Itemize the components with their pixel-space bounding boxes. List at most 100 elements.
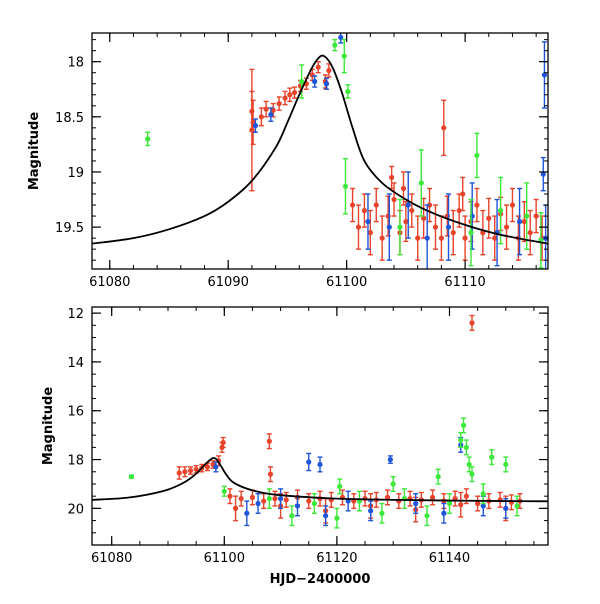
data-point: [355, 224, 362, 230]
data-point: [469, 471, 475, 477]
x-tick-label: 61140: [429, 551, 470, 566]
data-point: [276, 100, 282, 107]
data-point: [204, 464, 211, 470]
data-point: [424, 235, 430, 241]
data-point: [429, 494, 436, 500]
data-point: [466, 461, 472, 468]
data-point: [294, 503, 301, 509]
data-point: [527, 230, 533, 236]
data-point: [337, 483, 343, 490]
data-point: [289, 513, 295, 519]
x-tick-label: 61090: [208, 275, 249, 290]
data-point: [516, 218, 523, 225]
data-point: [474, 202, 480, 208]
x-tick-label: 61080: [89, 275, 130, 290]
data-point: [311, 500, 317, 507]
data-point: [441, 510, 447, 516]
plot-area: [92, 33, 548, 269]
model-curve: [92, 54, 548, 245]
x-tick-label: 61100: [326, 275, 367, 290]
data-point: [432, 224, 439, 230]
data-point: [306, 459, 312, 465]
data-point: [456, 207, 462, 214]
data-point: [435, 474, 441, 480]
data-point: [489, 454, 495, 460]
data-point: [266, 438, 272, 444]
data-point: [438, 235, 445, 241]
data-point: [345, 88, 351, 95]
data-point: [255, 500, 261, 507]
data-point: [379, 235, 385, 241]
data-point: [287, 92, 293, 98]
y-tick-label: 19: [67, 166, 84, 181]
data-point: [306, 498, 312, 504]
data-point: [349, 202, 356, 208]
series-green: [145, 38, 544, 269]
data-point: [521, 218, 527, 225]
data-point: [373, 202, 379, 208]
data-point: [213, 464, 219, 470]
data-point: [421, 215, 427, 221]
data-point: [326, 67, 332, 74]
data-point: [492, 235, 498, 241]
data-point: [367, 230, 373, 236]
data-point: [317, 461, 323, 468]
x-tick-label: 61080: [91, 551, 132, 566]
x-axis-title: HJD−2400000: [270, 572, 371, 587]
x-tick-label: 61100: [204, 551, 245, 566]
data-point: [524, 213, 530, 219]
data-point: [384, 494, 391, 500]
data-point: [282, 95, 288, 101]
data-point: [323, 81, 330, 87]
data-point: [299, 78, 305, 85]
data-point: [458, 437, 464, 443]
y-tick-label: 18.5: [55, 111, 84, 126]
data-point: [341, 53, 347, 59]
data-point: [460, 191, 466, 197]
data-point: [450, 230, 456, 236]
data-point: [176, 470, 182, 476]
data-point: [445, 224, 452, 230]
data-point: [462, 235, 468, 241]
data-point: [252, 123, 259, 129]
y-tick-label: 18: [67, 56, 84, 71]
data-point: [182, 469, 188, 475]
data-point: [145, 136, 151, 142]
data-point: [463, 493, 469, 499]
y-tick-label: 18: [67, 454, 84, 469]
data-point: [540, 171, 546, 177]
data-point: [498, 207, 504, 214]
data-point: [533, 213, 539, 219]
data-point: [509, 202, 516, 208]
data-point: [261, 498, 267, 504]
series-green: [128, 417, 520, 529]
y-axis-title: Magnitude: [41, 387, 56, 466]
data-point: [391, 196, 397, 203]
data-point: [463, 444, 469, 450]
data-point: [390, 481, 396, 487]
data-point: [232, 505, 239, 511]
y-tick-label: 20: [67, 502, 84, 517]
data-point: [446, 500, 453, 507]
data-point: [405, 202, 411, 208]
data-point: [332, 42, 338, 48]
data-point: [221, 488, 227, 494]
data-point: [277, 496, 284, 502]
plot-area: [92, 314, 548, 529]
series-blue: [213, 436, 509, 527]
data-point: [263, 106, 269, 112]
data-point: [409, 207, 415, 214]
y-tick-label: 12: [67, 307, 84, 322]
data-point: [315, 64, 321, 70]
y-axis-title: Magnitude: [27, 112, 42, 191]
plot-frame: [91, 32, 549, 270]
data-point: [413, 500, 419, 507]
data-point: [503, 505, 509, 511]
data-point: [291, 89, 298, 96]
data-point: [486, 215, 492, 221]
data-point: [338, 34, 344, 41]
data-point: [418, 180, 424, 186]
data-point: [244, 510, 250, 516]
data-point: [403, 218, 409, 225]
